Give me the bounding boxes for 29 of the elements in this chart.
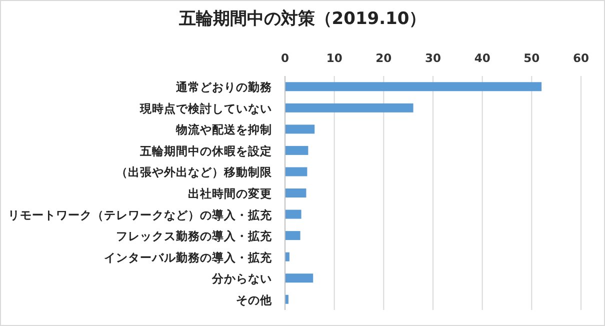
y-tick-label: 五輪期間中の休暇を設定 (139, 144, 272, 158)
chart-title: 五輪期間中の対策（2019.10） (178, 9, 426, 29)
bar (285, 274, 314, 283)
y-tick-label: フレックス勤務の導入・拡充 (116, 229, 273, 244)
bar (285, 210, 302, 219)
y-tick-label: リモートワーク（テレワークなど）の導入・拡充 (8, 208, 273, 222)
bar (285, 146, 308, 155)
x-tick-label: 40 (474, 51, 490, 65)
bar (285, 252, 290, 262)
x-tick-label: 10 (326, 51, 342, 65)
y-tick-label: （出張や外出など）移動制限 (116, 165, 273, 180)
y-tick-label: 物流や配送を抑制 (175, 122, 272, 137)
bar (285, 188, 306, 198)
bar (285, 103, 414, 112)
bar (285, 82, 542, 92)
y-tick-label: 分からない (211, 272, 272, 286)
bar (285, 167, 308, 176)
y-tick-label: その他 (236, 292, 273, 307)
y-tick-label: 現時点で検討していない (139, 101, 272, 116)
x-tick-label: 30 (424, 51, 442, 65)
y-tick-label: 出社時間の変更 (188, 186, 272, 200)
x-tick-label: 20 (376, 51, 392, 65)
x-tick-label: 0 (280, 51, 290, 65)
x-tick-label: 60 (572, 51, 590, 65)
y-tick-label: インターバル勤務の導入・拡充 (104, 250, 273, 264)
bar (285, 124, 315, 134)
y-tick-label: 通常どおりの勤務 (175, 80, 273, 94)
bar (285, 231, 300, 240)
x-tick-label: 50 (524, 51, 540, 65)
